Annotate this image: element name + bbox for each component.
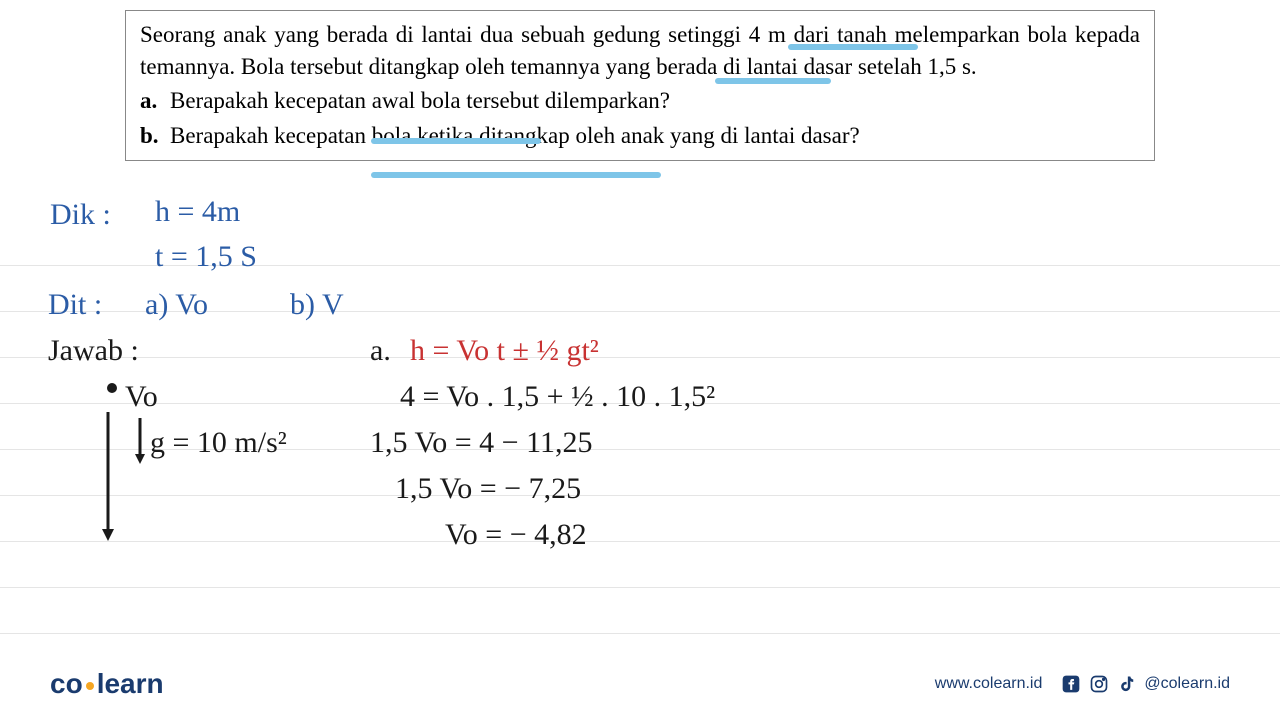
footer-handle: @colearn.id xyxy=(1144,675,1230,693)
handwriting-line: t = 1,5 S xyxy=(155,240,257,274)
question-item-a: a. Berapakah kecepatan awal bola tersebu… xyxy=(140,85,1140,117)
handwriting-line: Dit : xyxy=(48,288,102,322)
handwriting-line: Vo xyxy=(125,380,158,414)
handwriting-line: 4 = Vo . 1,5 + ½ . 10 . 1,5² xyxy=(400,380,715,414)
handwriting-line: Vo = − 4,82 xyxy=(445,518,587,552)
highlight-underline xyxy=(788,44,918,50)
question-a-text: Berapakah kecepatan awal bola tersebut d… xyxy=(170,85,670,117)
instagram-icon xyxy=(1088,673,1110,695)
ruled-line xyxy=(0,588,1280,634)
logo-co: co xyxy=(50,668,83,699)
question-item-b: b. Berapakah kecepatan bola ketika ditan… xyxy=(140,120,1140,152)
footer-url: www.colearn.id xyxy=(935,675,1043,693)
question-a-letter: a. xyxy=(140,85,170,117)
handwriting-line: h = Vo t ± ½ gt² xyxy=(410,334,599,368)
handwriting-line: h = 4m xyxy=(155,195,240,229)
ruled-line xyxy=(0,542,1280,588)
handwriting-line: Dik : xyxy=(50,198,111,232)
highlight-underline xyxy=(371,172,661,178)
logo: colearn xyxy=(50,668,164,700)
question-b-text: Berapakah kecepatan bola ketika ditangka… xyxy=(170,120,860,152)
handwriting-line: a) Vo xyxy=(145,288,208,322)
question-intro: Seorang anak yang berada di lantai dua s… xyxy=(140,19,1140,83)
handwriting-line: g = 10 m/s² xyxy=(150,426,287,460)
logo-learn: learn xyxy=(97,668,164,699)
handwriting-line: 1,5 Vo = 4 − 11,25 xyxy=(370,426,592,460)
handwriting-line: a. xyxy=(370,334,391,368)
handwriting-line: 1,5 Vo = − 7,25 xyxy=(395,472,581,506)
handwriting-line: b) V xyxy=(290,288,344,322)
facebook-icon xyxy=(1060,673,1082,695)
handwriting-line: Jawab : xyxy=(48,334,139,368)
highlight-underline xyxy=(715,78,831,84)
tiktok-icon xyxy=(1116,673,1138,695)
social-icons: @colearn.id xyxy=(1060,673,1230,695)
question-b-letter: b. xyxy=(140,120,170,152)
footer: colearn www.colearn.id @colearn.id xyxy=(0,668,1280,700)
ruled-line xyxy=(0,496,1280,542)
footer-right: www.colearn.id @colearn.id xyxy=(935,673,1230,695)
question-box: Seorang anak yang berada di lantai dua s… xyxy=(125,10,1155,161)
highlight-underline xyxy=(371,138,541,144)
logo-dot xyxy=(83,668,97,699)
